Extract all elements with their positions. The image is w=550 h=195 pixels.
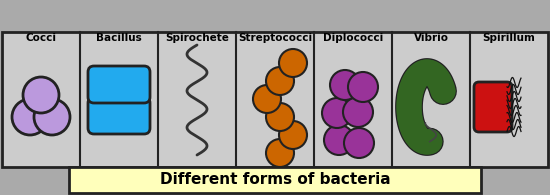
Circle shape <box>266 103 294 131</box>
Circle shape <box>279 121 307 149</box>
FancyBboxPatch shape <box>474 82 512 132</box>
Circle shape <box>330 70 360 100</box>
Text: Different forms of bacteria: Different forms of bacteria <box>160 173 390 188</box>
Circle shape <box>23 77 59 113</box>
Text: Cocci: Cocci <box>25 33 57 43</box>
FancyBboxPatch shape <box>88 66 150 103</box>
Circle shape <box>322 98 352 128</box>
Circle shape <box>343 97 373 127</box>
Text: Diplococci: Diplococci <box>323 33 383 43</box>
Circle shape <box>324 125 354 155</box>
FancyBboxPatch shape <box>69 167 481 193</box>
Text: Spirillum: Spirillum <box>482 33 536 43</box>
Circle shape <box>348 72 378 102</box>
Text: Bacillus: Bacillus <box>96 33 142 43</box>
Text: Spirochete: Spirochete <box>165 33 229 43</box>
Circle shape <box>12 99 48 135</box>
Circle shape <box>34 99 70 135</box>
Circle shape <box>344 128 374 158</box>
Text: Streptococci: Streptococci <box>238 33 312 43</box>
Circle shape <box>279 49 307 77</box>
Circle shape <box>253 85 281 113</box>
FancyBboxPatch shape <box>88 97 150 134</box>
FancyBboxPatch shape <box>2 32 548 167</box>
Circle shape <box>266 67 294 95</box>
Text: Vibrio: Vibrio <box>414 33 448 43</box>
Circle shape <box>266 139 294 167</box>
